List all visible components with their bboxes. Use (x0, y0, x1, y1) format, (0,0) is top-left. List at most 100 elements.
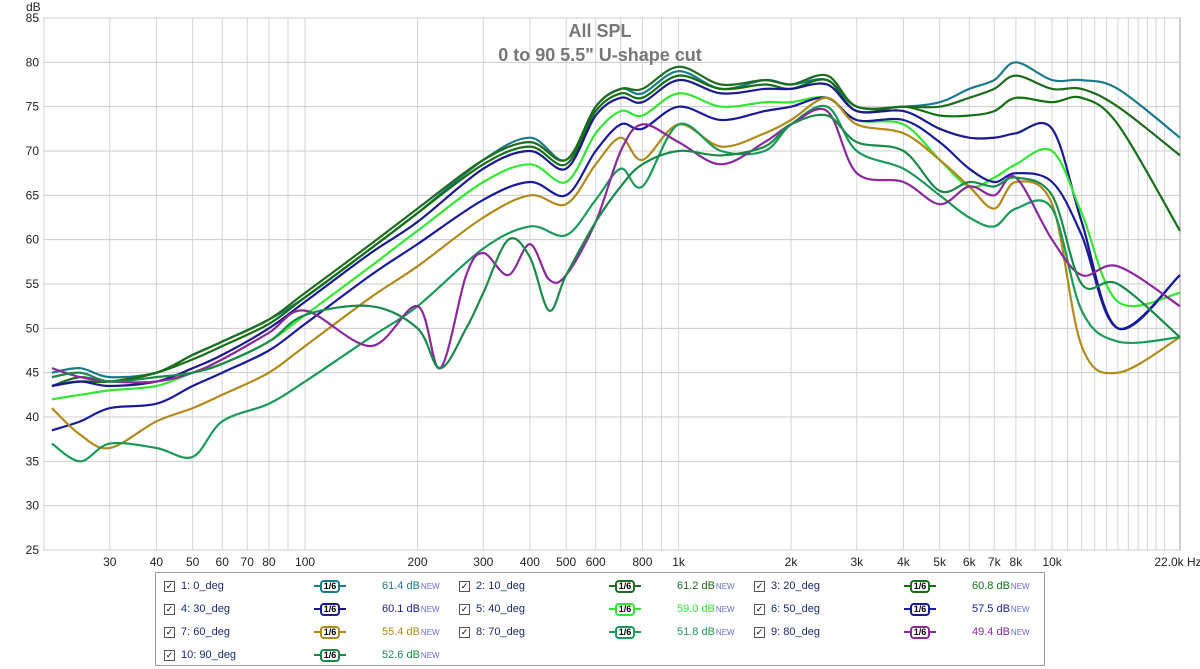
y-tick-label: 60 (26, 233, 40, 247)
legend-checkbox[interactable]: ✓ (459, 626, 470, 638)
x-tick-label: 100 (295, 555, 315, 569)
x-tick-label: 800 (632, 555, 652, 569)
smoothing-button[interactable]: 1/6 (314, 623, 346, 641)
legend-db-value: 51.8 dB (677, 626, 715, 638)
legend-item-30-deg[interactable]: ✓ 4: 30_deg (164, 600, 230, 618)
legend-db-value: 61.2 dB (677, 580, 715, 592)
smoothing-button[interactable]: 1/6 (609, 600, 641, 618)
series-line-90-deg (51, 113, 1181, 383)
x-tick-label: 400 (520, 555, 540, 569)
x-tick-label: 80 (262, 555, 276, 569)
legend-checkbox[interactable]: ✓ (754, 603, 765, 615)
legend-checkbox[interactable]: ✓ (164, 580, 175, 592)
legend-new-tag: NEW (420, 627, 440, 637)
smoothing-label: 1/6 (320, 648, 340, 662)
legend-new-tag: NEW (420, 650, 440, 660)
legend-new-tag: NEW (1010, 627, 1030, 637)
smoothing-button[interactable]: 1/6 (314, 577, 346, 595)
y-tick-label: 35 (26, 454, 40, 468)
legend-db-value: 49.4 dB (972, 626, 1010, 638)
legend-label: 10: 90_deg (181, 649, 237, 661)
legend-level: 57.5 dB NEW (972, 600, 1030, 618)
y-tick-label: 70 (26, 144, 40, 158)
chart-title: All SPL (568, 21, 631, 41)
y-tick-label: 65 (26, 188, 40, 202)
y-tick-label: 80 (26, 55, 40, 69)
legend-label: 6: 50_deg (771, 603, 820, 615)
legend-level: 59.0 dB NEW (677, 600, 735, 618)
smoothing-button[interactable]: 1/6 (314, 600, 346, 618)
smoothing-label: 1/6 (320, 602, 340, 616)
legend-checkbox[interactable]: ✓ (164, 626, 175, 638)
legend-item-10-deg[interactable]: ✓ 2: 10_deg (459, 577, 525, 595)
chart-grid (43, 17, 1181, 551)
x-tick-label: 40 (150, 555, 164, 569)
y-axis-ticks: 25 30 35 40 45 50 55 60 65 70 75 80 85 (26, 11, 40, 557)
x-tick-label: 1k (672, 555, 686, 569)
series-line-10-deg (51, 65, 1181, 388)
legend-new-tag: NEW (715, 581, 735, 591)
y-axis-label: dB (26, 0, 41, 14)
x-tick-label: 60 (216, 555, 230, 569)
legend-db-value: 55.4 dB (382, 626, 420, 638)
series-line-70-deg (51, 104, 1181, 463)
legend-item-60-deg[interactable]: ✓ 7: 60_deg (164, 623, 230, 641)
legend-label: 2: 10_deg (476, 580, 525, 592)
y-tick-label: 30 (26, 499, 40, 513)
smoothing-button[interactable]: 1/6 (904, 600, 936, 618)
legend-checkbox[interactable]: ✓ (164, 649, 175, 661)
x-tick-label: 8k (1010, 555, 1024, 569)
y-tick-label: 25 (26, 543, 40, 557)
series-line-60-deg (51, 96, 1181, 450)
y-tick-label: 50 (26, 321, 40, 335)
legend-checkbox[interactable]: ✓ (459, 580, 470, 592)
legend-new-tag: NEW (715, 604, 735, 614)
x-tick-label: 10k (1042, 555, 1062, 569)
x-tick-label: 600 (586, 555, 606, 569)
smoothing-label: 1/6 (615, 579, 635, 593)
legend-level: 60.1 dB NEW (382, 600, 440, 618)
smoothing-button[interactable]: 1/6 (904, 623, 936, 641)
legend-label: 3: 20_deg (771, 580, 820, 592)
legend-item-70-deg[interactable]: ✓ 8: 70_deg (459, 623, 525, 641)
legend-item-20-deg[interactable]: ✓ 3: 20_deg (754, 577, 820, 595)
smoothing-button[interactable]: 1/6 (904, 577, 936, 595)
legend-item-0-deg[interactable]: ✓ 1: 0_deg (164, 577, 224, 595)
legend-db-value: 61.4 dB (382, 580, 420, 592)
smoothing-button[interactable]: 1/6 (314, 646, 346, 664)
legend-checkbox[interactable]: ✓ (459, 603, 470, 615)
legend-level: 52.6 dB NEW (382, 646, 440, 664)
smoothing-button[interactable]: 1/6 (609, 577, 641, 595)
smoothing-label: 1/6 (910, 625, 930, 639)
legend: ✓ 1: 0_deg 1/6 61.4 dB NEW ✓ 2: 10_deg 1/6 61.2 … (155, 572, 1045, 666)
x-tick-label: 2k (785, 555, 799, 569)
legend-item-90-deg[interactable]: ✓ 10: 90_deg (164, 646, 236, 664)
smoothing-label: 1/6 (910, 602, 930, 616)
x-tick-label: 7k (988, 555, 1002, 569)
legend-label: 8: 70_deg (476, 626, 525, 638)
legend-checkbox[interactable]: ✓ (754, 626, 765, 638)
smoothing-button[interactable]: 1/6 (609, 623, 641, 641)
legend-item-40-deg[interactable]: ✓ 5: 40_deg (459, 600, 525, 618)
legend-level: 51.8 dB NEW (677, 623, 735, 641)
series-lines (51, 61, 1181, 463)
legend-new-tag: NEW (420, 604, 440, 614)
legend-item-50-deg[interactable]: ✓ 6: 50_deg (754, 600, 820, 618)
series-line-20-deg (51, 74, 1181, 388)
x-tick-label: 22.0k Hz (1154, 555, 1200, 569)
legend-db-value: 52.6 dB (382, 649, 420, 661)
y-tick-label: 40 (26, 410, 40, 424)
legend-level: 49.4 dB NEW (972, 623, 1030, 641)
x-tick-label: 6k (963, 555, 977, 569)
chart-subtitle: 0 to 90 5.5" U-shape cut (498, 45, 702, 65)
x-tick-label: 3k (850, 555, 864, 569)
smoothing-label: 1/6 (615, 602, 635, 616)
legend-item-80-deg[interactable]: ✓ 9: 80_deg (754, 623, 820, 641)
legend-new-tag: NEW (1010, 581, 1030, 591)
legend-checkbox[interactable]: ✓ (754, 580, 765, 592)
series-line-30-deg (51, 78, 1181, 388)
legend-checkbox[interactable]: ✓ (164, 603, 175, 615)
legend-level: 60.8 dB NEW (972, 577, 1030, 595)
y-tick-label: 75 (26, 100, 40, 114)
legend-label: 4: 30_deg (181, 603, 230, 615)
